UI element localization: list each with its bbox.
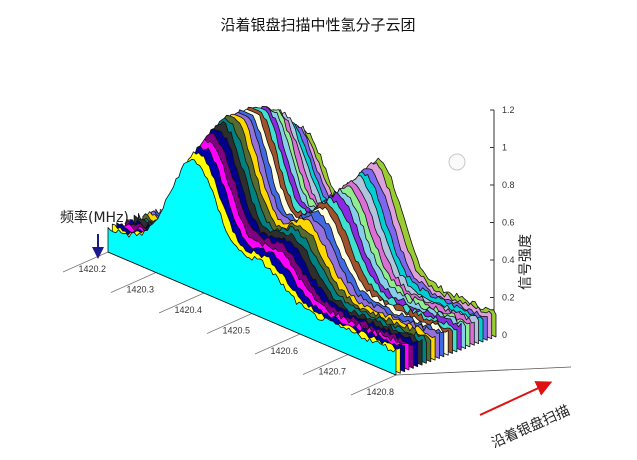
- x-tick-line: [350, 374, 397, 396]
- x-axis-title: 频率(MHz): [60, 209, 129, 226]
- x-tick-line: [158, 292, 205, 314]
- z-axis-title: 沿着银盘扫描: [489, 402, 573, 452]
- x-tick-line: [302, 354, 349, 375]
- y-tick-label: 1.2: [502, 105, 515, 115]
- x-tick-label: 1420.7: [318, 367, 346, 377]
- z-axis-line: [395, 366, 572, 376]
- y-tick-label: 0.4: [502, 255, 515, 265]
- x-tick-label: 1420.3: [126, 285, 154, 295]
- x-tick-label: 1420.2: [78, 264, 106, 274]
- x-tick-line: [254, 333, 301, 355]
- x-tick-label: 1420.5: [222, 326, 250, 336]
- x-tick-line: [206, 313, 253, 334]
- y-tick-label: 0.6: [502, 218, 515, 228]
- x-tick-label: 1420.8: [366, 387, 394, 397]
- x-tick-label: 1420.6: [270, 346, 298, 356]
- y-tick-label: 0: [502, 330, 507, 340]
- x-tick-line: [110, 272, 157, 293]
- x-tick-label: 1420.4: [174, 305, 202, 315]
- labels-group: 1420.2 1420.3 1420.4 1420.5 1420.6 1420.7 1420…: [78, 105, 514, 397]
- y-tick-label: 0.8: [502, 180, 515, 190]
- y-tick-label: 0.2: [502, 293, 515, 303]
- cursor-circle: [448, 153, 466, 171]
- series-group: [107, 106, 497, 376]
- z-axis-arrow: [479, 381, 553, 416]
- y-axis-title: 信号强度: [518, 234, 534, 290]
- chart-title: 沿着银盘扫描中性氢分子云团: [220, 16, 415, 34]
- y-tick-label: 1: [502, 143, 507, 153]
- scan-series-1: [107, 158, 397, 376]
